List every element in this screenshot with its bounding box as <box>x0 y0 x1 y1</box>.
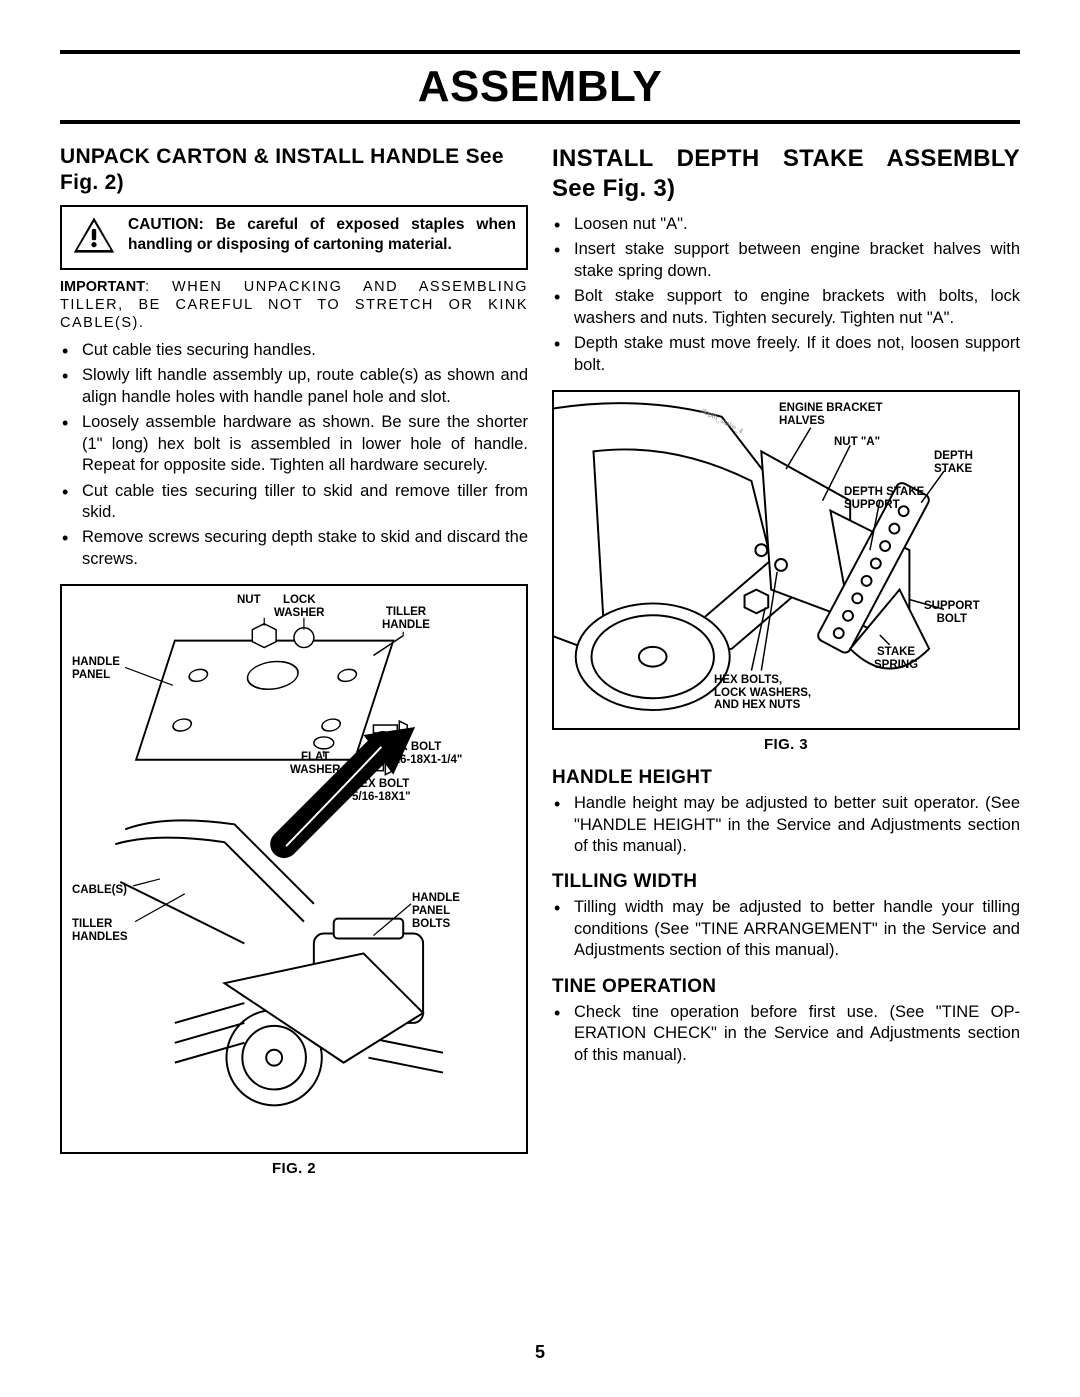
list-item: Handle height may be adjusted to better … <box>574 793 1020 857</box>
caution-box: CAUTION: Be careful of exposed staples w… <box>60 205 528 270</box>
list-item: Loosen nut "A". <box>574 214 1020 235</box>
subheading-handle-height: HANDLE HEIGHT <box>552 767 1020 789</box>
fig3-label-sb: SUPPORT BOLT <box>924 600 980 625</box>
fig2-label-tillerhandle: TILLER HANDLE <box>382 606 430 631</box>
fig2-label-lockwasher: LOCK WASHER <box>274 594 324 619</box>
fig2-caption: FIG. 2 <box>60 1160 528 1177</box>
list-item: Insert stake support between engine brac… <box>574 239 1020 282</box>
page-number: 5 <box>0 1342 1080 1363</box>
fig2-label-cables: CABLE(S) <box>72 884 127 897</box>
list-item: Check tine operation before first use. (… <box>574 1002 1020 1066</box>
fig3-label-nuta: NUT "A" <box>834 436 880 449</box>
fig2-label-tillerhandles: TILLER HANDLES <box>72 918 128 943</box>
tine-operation-bullets: Check tine operation before first use. (… <box>552 1002 1020 1066</box>
list-item: Loosely assemble hardware as shown. Be s… <box>82 412 528 476</box>
list-item: Cut cable ties securing tiller to skid a… <box>82 481 528 524</box>
fig3-label-ss: STAKE SPRING <box>874 646 918 671</box>
list-item: Remove screws securing depth stake to sk… <box>82 527 528 570</box>
fig3-label-ds: DEPTH STAKE <box>934 450 973 475</box>
handle-height-bullets: Handle height may be adjusted to better … <box>552 793 1020 857</box>
fig2-label-flatwasher: FLAT WASHER <box>290 751 340 776</box>
fig2-label-handlepanelbolts: HANDLE PANEL BOLTS <box>412 892 460 930</box>
page-title: ASSEMBLY <box>60 56 1020 120</box>
fig2-label-nut: NUT <box>237 594 261 607</box>
fig3-label-dss: DEPTH STAKE SUPPORT <box>844 486 924 511</box>
important-label: IMPORTANT <box>60 279 145 295</box>
left-column: UNPACK CARTON & INSTALL HANDLE See Fig. … <box>60 144 528 1177</box>
right-heading: INSTALL DEPTH STAKE ASSEMBLY See Fig. 3) <box>552 144 1020 204</box>
top-rule <box>60 50 1020 54</box>
fig2-label-hexboltlong: HEX BOLT 5/16-18X1-1/4" <box>384 741 462 766</box>
figure-2-box: NUT LOCK WASHER TILLER HANDLE HANDLE PAN… <box>60 584 528 1154</box>
list-item: Cut cable ties securing handles. <box>82 340 528 361</box>
important-note: IMPORTANT: WHEN UNPACKING AND ASSEMBLING… <box>60 278 528 332</box>
fig2-label-handlepanel: HANDLE PANEL <box>72 656 120 681</box>
list-item: Tilling width may be adjusted to better … <box>574 897 1020 961</box>
right-bullets: Loosen nut "A". Insert stake support bet… <box>552 214 1020 376</box>
warning-icon <box>72 215 116 260</box>
right-column: INSTALL DEPTH STAKE ASSEMBLY See Fig. 3)… <box>552 144 1020 1177</box>
list-item: Depth stake must move freely. If it does… <box>574 333 1020 376</box>
tilling-width-bullets: Tilling width may be adjusted to better … <box>552 897 1020 961</box>
figure-3-box: depth_stake_4 ENGINE BRACKET HALVES NUT … <box>552 390 1020 730</box>
subheading-tilling-width: TILLING WIDTH <box>552 871 1020 893</box>
two-column-layout: UNPACK CARTON & INSTALL HANDLE See Fig. … <box>60 144 1020 1177</box>
caution-text: CAUTION: Be careful of exposed staples w… <box>128 215 516 255</box>
list-item: Bolt stake support to engine brackets wi… <box>574 286 1020 329</box>
figure-2-diagram <box>62 586 526 1152</box>
fig3-label-ebh: ENGINE BRACKET HALVES <box>779 402 883 427</box>
title-underline <box>60 120 1020 124</box>
fig3-label-hb: HEX BOLTS, LOCK WASHERS, AND HEX NUTS <box>714 674 811 712</box>
subheading-tine-operation: TINE OPERATION <box>552 976 1020 998</box>
fig3-caption: FIG. 3 <box>552 736 1020 753</box>
list-item: Slowly lift handle assembly up, route ca… <box>82 365 528 408</box>
left-heading: UNPACK CARTON & INSTALL HANDLE See Fig. … <box>60 144 528 197</box>
left-bullets: Cut cable ties securing handles. Slowly … <box>60 340 528 570</box>
fig2-label-hexboltshort: HEX BOLT 5/16-18X1" <box>352 778 411 803</box>
